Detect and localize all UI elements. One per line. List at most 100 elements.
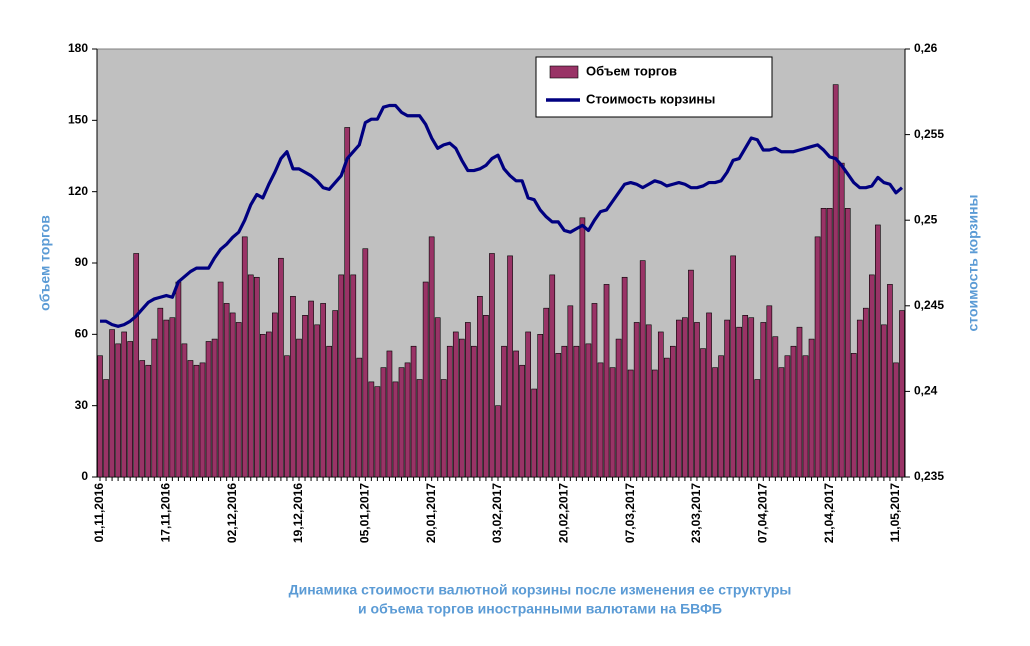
bar	[139, 360, 146, 478]
bar	[380, 367, 387, 478]
bar	[247, 274, 254, 478]
bar	[627, 369, 634, 478]
bar	[127, 341, 133, 478]
bar	[121, 331, 127, 478]
bar	[97, 355, 103, 478]
bar	[241, 236, 248, 478]
bar	[428, 236, 435, 478]
bar	[308, 300, 314, 478]
bar	[639, 260, 646, 478]
x-tick-label: 11,05,2017	[888, 483, 902, 543]
bar	[597, 362, 604, 478]
bar	[555, 353, 562, 478]
y-tick-label: 60	[75, 327, 89, 341]
bar	[591, 303, 598, 478]
bar	[458, 338, 465, 478]
bar	[422, 281, 429, 478]
bar	[103, 379, 109, 478]
y-tick-label: 0	[81, 469, 88, 483]
bar	[483, 315, 489, 478]
bar	[862, 307, 869, 478]
bar	[881, 324, 887, 478]
legend-label: Объем торгов	[586, 63, 677, 78]
bar	[440, 379, 447, 478]
legend-label: Стоимость корзины	[586, 91, 715, 106]
bar	[893, 362, 899, 478]
bar	[290, 295, 296, 478]
bar	[284, 355, 290, 478]
bar	[784, 355, 791, 478]
bar	[344, 127, 351, 478]
legend-box	[535, 56, 773, 118]
bar	[465, 322, 471, 478]
bar	[730, 255, 736, 478]
bar	[278, 257, 284, 478]
bar	[229, 312, 236, 478]
y2-axis-label: стоимость корзины	[965, 194, 981, 331]
bar	[579, 217, 586, 478]
bar	[416, 379, 423, 478]
bar	[688, 269, 694, 478]
y-tick-label: 30	[75, 398, 89, 412]
bar	[676, 319, 682, 478]
bar	[856, 319, 863, 478]
bar	[199, 362, 206, 478]
bar	[386, 350, 393, 478]
chart-title: Динамика стоимости валютной корзины посл…	[289, 582, 792, 598]
bar	[682, 317, 688, 478]
bar	[507, 255, 513, 478]
bar	[790, 345, 797, 478]
y2-tick-label: 0,25	[914, 212, 938, 226]
bar	[446, 345, 453, 478]
bar	[410, 345, 417, 478]
bar	[489, 253, 495, 478]
bar	[766, 305, 773, 478]
x-tick-label: 23,03,2017	[689, 483, 703, 543]
bar	[235, 322, 242, 478]
bar	[850, 353, 857, 478]
bar	[145, 364, 152, 478]
bar	[253, 276, 260, 478]
x-tick-label: 03,02,2017	[490, 483, 504, 543]
bar	[621, 276, 628, 478]
y-axis-label: объем торгов	[37, 215, 53, 311]
bar	[266, 331, 272, 478]
bar	[742, 315, 749, 478]
bar	[887, 284, 893, 478]
bar	[700, 348, 706, 478]
bar	[736, 326, 743, 478]
bar	[844, 208, 851, 478]
bar	[615, 338, 622, 478]
y-tick-label: 150	[68, 113, 88, 127]
bar	[187, 360, 194, 478]
bar	[531, 388, 537, 478]
bar	[374, 386, 381, 478]
y2-tick-label: 0,255	[914, 127, 944, 141]
bar	[525, 331, 531, 478]
legend-swatch	[549, 65, 579, 79]
bar	[392, 381, 399, 478]
x-tick-label: 20,02,2017	[556, 483, 570, 543]
bar	[869, 274, 875, 478]
bar	[471, 345, 477, 478]
bar	[362, 248, 369, 478]
y-tick-label: 180	[68, 41, 88, 55]
bar	[712, 367, 718, 478]
bar	[332, 310, 339, 478]
bar	[573, 345, 580, 478]
bar	[820, 208, 827, 478]
bar	[211, 338, 218, 478]
bar	[875, 224, 881, 478]
bar	[808, 338, 815, 478]
bar	[549, 274, 556, 478]
x-tick-label: 01,11,2016	[92, 483, 106, 543]
x-tick-label: 07,03,2017	[623, 483, 637, 543]
bar	[585, 343, 592, 478]
bar	[802, 355, 809, 478]
y2-tick-label: 0,24	[914, 384, 938, 398]
bar	[175, 281, 182, 478]
x-tick-label: 02,12,2016	[225, 483, 239, 543]
bar	[272, 312, 278, 478]
bar	[519, 364, 525, 478]
